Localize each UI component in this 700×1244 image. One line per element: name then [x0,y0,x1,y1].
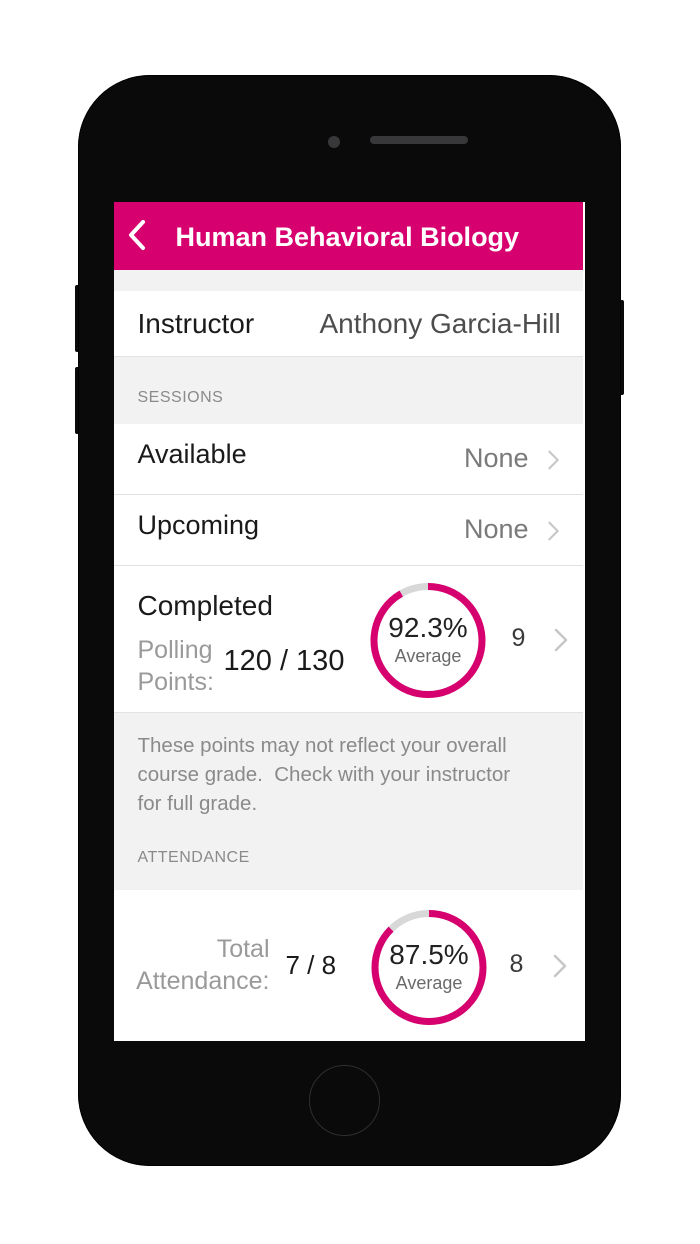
svg-text:87.5%: 87.5% [389,939,468,970]
svg-text:Average: Average [395,973,462,993]
svg-text:Average: Average [395,646,462,666]
svg-text:92.3%: 92.3% [388,612,467,643]
